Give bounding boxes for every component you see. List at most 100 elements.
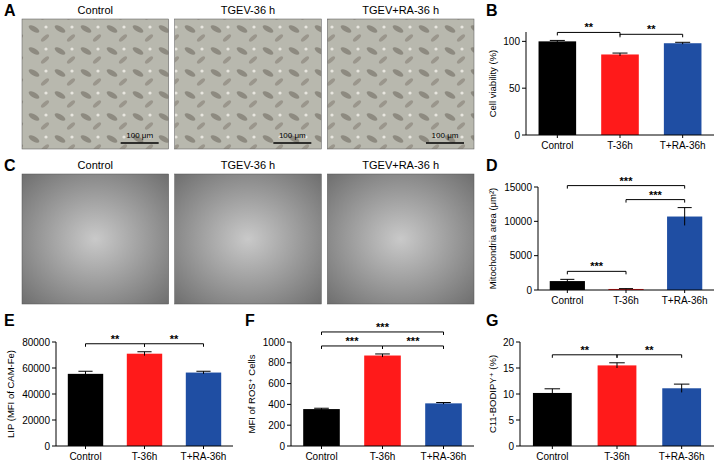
y-axis bbox=[291, 342, 292, 446]
x-tick bbox=[85, 446, 86, 449]
significance-label: ** bbox=[111, 333, 120, 345]
chart: F02004006008001000ControlT-36hT+RA-36hMF… bbox=[245, 312, 474, 462]
y-tick bbox=[534, 221, 538, 222]
x-tick-label: Control bbox=[551, 295, 583, 306]
y-tick-label: 5 bbox=[508, 415, 514, 426]
y-axis bbox=[526, 32, 527, 135]
y-tick bbox=[534, 187, 538, 188]
significance-label: *** bbox=[407, 335, 421, 347]
scale-bar-label: 100 μm bbox=[432, 131, 459, 140]
panel-letter: B bbox=[486, 2, 498, 19]
y-axis-title: Mitochondria area (μm²) bbox=[487, 188, 498, 290]
x-tick bbox=[144, 446, 145, 449]
x-tick-label: T-36h bbox=[604, 451, 630, 462]
image-title: TGEV-36 h bbox=[221, 159, 275, 171]
x-tick bbox=[620, 135, 621, 138]
panel-letter: E bbox=[4, 312, 15, 329]
scale-bar-label: 100 μm bbox=[126, 131, 153, 140]
x-tick-label: Control bbox=[536, 451, 568, 462]
error-bar bbox=[545, 389, 561, 397]
bar bbox=[533, 393, 572, 446]
panel-letter: F bbox=[245, 312, 255, 329]
scale-bar bbox=[273, 142, 311, 144]
image-title: TGEV-36 h bbox=[221, 4, 275, 16]
marks bbox=[533, 363, 701, 446]
bar bbox=[664, 43, 702, 135]
bar bbox=[303, 409, 340, 446]
image bbox=[22, 19, 169, 149]
bar bbox=[662, 388, 701, 446]
error-bar bbox=[675, 42, 690, 44]
x-tick-label: T+RA-36h bbox=[421, 451, 467, 462]
x-tick-label: Control bbox=[305, 451, 337, 462]
y-tick-label: 100 bbox=[503, 36, 520, 47]
x-tick-label: Control bbox=[541, 140, 573, 151]
error-bar bbox=[196, 371, 210, 374]
y-tick bbox=[287, 383, 291, 384]
x-tick bbox=[552, 446, 553, 449]
bar bbox=[364, 356, 401, 446]
y-tick bbox=[522, 88, 526, 89]
panel-letter: C bbox=[4, 157, 16, 174]
y-tick bbox=[516, 446, 520, 447]
x-tick bbox=[321, 446, 322, 449]
y-axis-title: Cell viability (%) bbox=[487, 50, 498, 118]
y-tick-label: 40000 bbox=[22, 389, 50, 400]
significance-label: *** bbox=[590, 260, 604, 272]
y-tick bbox=[522, 41, 526, 42]
image-title: TGEV+RA-36 h bbox=[362, 159, 439, 171]
marks bbox=[68, 352, 221, 446]
x-tick-label: T+RA-36h bbox=[181, 451, 227, 462]
bar bbox=[601, 54, 639, 135]
x-tick bbox=[617, 446, 618, 449]
bar bbox=[68, 374, 103, 446]
y-axis-title: MFI of ROS⁺ Cells bbox=[246, 354, 257, 433]
image bbox=[327, 19, 474, 149]
error-bar bbox=[436, 403, 451, 405]
bar bbox=[539, 41, 577, 135]
chart: G05101520ControlT-36hT+RA-36hC11-BODIPY⁺… bbox=[486, 312, 714, 462]
y-tick-label: 20 bbox=[503, 337, 515, 348]
significance-label: *** bbox=[346, 335, 360, 347]
error-bar bbox=[678, 208, 692, 226]
x-tick bbox=[557, 135, 558, 138]
y-tick bbox=[52, 446, 56, 447]
bar bbox=[598, 365, 637, 446]
image bbox=[175, 19, 322, 149]
significance-label: *** bbox=[376, 321, 390, 333]
x-tick-label: T-36h bbox=[132, 451, 158, 462]
y-tick bbox=[287, 404, 291, 405]
image bbox=[22, 174, 169, 304]
y-tick-label: 0 bbox=[44, 441, 50, 452]
significance-label: ** bbox=[584, 21, 593, 33]
chart: E020000400006000080000ControlT-36hT+RA-3… bbox=[4, 312, 233, 462]
x-tick bbox=[681, 446, 682, 449]
y-tick-label: 60000 bbox=[22, 363, 50, 374]
y-tick-label: 600 bbox=[268, 378, 285, 389]
y-tick bbox=[287, 446, 291, 447]
error-bar bbox=[609, 363, 625, 368]
significance-label: ** bbox=[647, 23, 656, 35]
bar bbox=[127, 354, 162, 446]
scale-bar bbox=[426, 142, 464, 144]
chart: B050100ControlT-36hT+RA-36hCell viabilit… bbox=[486, 2, 714, 151]
y-tick bbox=[516, 420, 520, 421]
panel-letter: G bbox=[486, 312, 498, 329]
figure: A Control 100 μm TGEV-36 h 100 μm TGEV+RA-36 … bbox=[0, 0, 724, 468]
error-bar bbox=[375, 354, 390, 357]
scale-bar bbox=[121, 142, 159, 144]
y-tick-label: 50 bbox=[509, 83, 521, 94]
x-tick bbox=[626, 290, 627, 293]
significance-label: ** bbox=[580, 344, 589, 356]
y-tick-label: 200 bbox=[268, 420, 285, 431]
y-tick bbox=[516, 342, 520, 343]
image-title: TGEV+RA-36 h bbox=[362, 4, 439, 16]
error-bar bbox=[78, 371, 92, 376]
y-tick bbox=[52, 420, 56, 421]
y-tick-label: 10000 bbox=[504, 216, 532, 227]
y-tick bbox=[516, 368, 520, 369]
y-tick bbox=[516, 394, 520, 395]
marks bbox=[303, 354, 462, 446]
panel-letter: A bbox=[4, 2, 16, 19]
significance-label: ** bbox=[645, 344, 654, 356]
